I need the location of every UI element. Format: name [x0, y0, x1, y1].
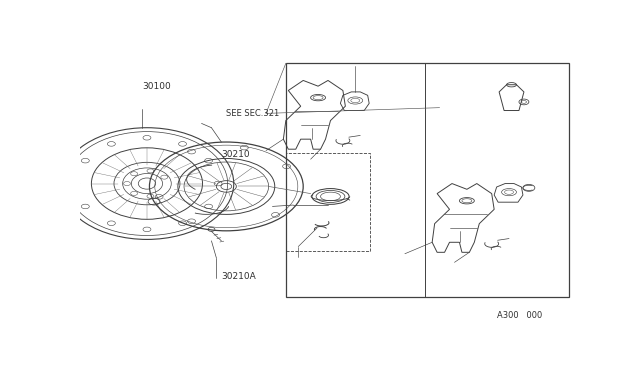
Text: 30100: 30100 [142, 82, 171, 91]
Text: SEE SEC.321: SEE SEC.321 [227, 109, 280, 118]
Bar [286, 154, 370, 251]
Text: 30210A: 30210A [221, 272, 256, 281]
Bar [286, 63, 568, 297]
Text: A300   000: A300 000 [497, 311, 542, 320]
Text: 30210: 30210 [221, 150, 250, 160]
